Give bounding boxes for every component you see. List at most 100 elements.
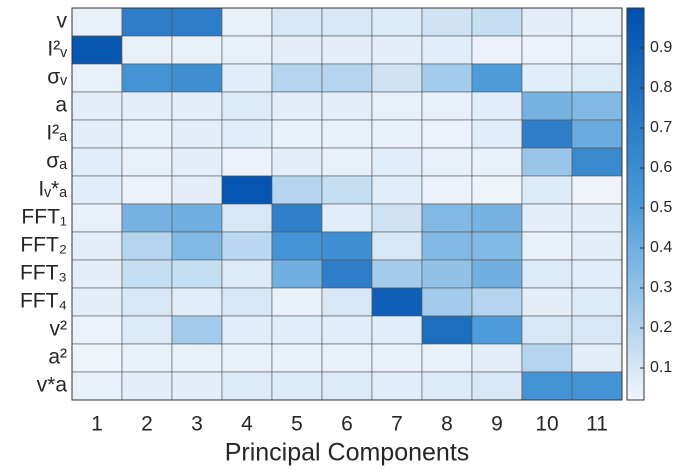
colorbar-segment [627, 141, 644, 146]
colorbar-segment [627, 392, 644, 397]
heatmap-cell [121, 119, 173, 149]
heatmap-cell [71, 315, 123, 345]
heatmap-cell [121, 259, 173, 289]
colorbar-segment [627, 215, 644, 221]
heatmap-cell [71, 91, 123, 121]
y-tick-label: a² [48, 346, 67, 369]
heatmap-cell [421, 35, 473, 65]
colorbar-segment [627, 270, 644, 276]
colorbar-segment [627, 380, 644, 385]
colorbar-segment [627, 156, 644, 162]
heatmap-cell [271, 343, 323, 373]
heatmap-cell [71, 63, 123, 93]
heatmap-cell [71, 147, 123, 177]
heatmap-cell [221, 203, 273, 233]
heatmap-cell [221, 343, 273, 373]
heatmap-cell [121, 287, 173, 317]
colorbar-segment [627, 325, 644, 330]
heatmap-cell [321, 175, 373, 205]
heatmap-cell [321, 119, 373, 149]
colorbar-segment [627, 19, 644, 25]
colorbar-segment [627, 231, 644, 236]
colorbar-segment [627, 317, 644, 323]
heatmap-cell [521, 175, 573, 205]
x-tick-label: 9 [491, 413, 503, 436]
heatmap-cell [471, 7, 523, 37]
y-tick-label: v² [50, 318, 68, 341]
heatmap-cell [321, 371, 373, 401]
heatmap-cell [171, 35, 223, 65]
heatmap-cell [121, 203, 173, 233]
colorbar-segment [627, 153, 644, 158]
heatmap-cell [71, 371, 123, 401]
heatmap-cell [571, 63, 623, 93]
heatmap-cell [471, 315, 523, 345]
heatmap-cell [371, 91, 423, 121]
y-tick-label: v [57, 10, 68, 33]
heatmap-cell [371, 119, 423, 149]
heatmap-cell [71, 259, 123, 289]
colorbar-segment [627, 243, 644, 248]
colorbar-segment [627, 51, 644, 56]
heatmap-cell [571, 175, 623, 205]
heatmap-cell [171, 175, 223, 205]
heatmap-cell [521, 231, 573, 261]
plot-frame [71, 7, 623, 401]
colorbar-segment [627, 274, 644, 279]
colorbar-segment [627, 364, 644, 370]
heatmap-cell [571, 91, 623, 121]
colorbar-segment [627, 27, 644, 33]
colorbar-segment [627, 396, 644, 401]
heatmap-cell [421, 7, 473, 37]
colorbar-segment [627, 254, 644, 260]
colorbar-segment [627, 94, 644, 99]
heatmap-cell [321, 231, 373, 261]
heatmap-cell [271, 119, 323, 149]
heatmap-cell [521, 259, 573, 289]
heatmap-cell [471, 203, 523, 233]
heatmap-cell [521, 63, 573, 93]
colorbar-tick-label: 0.4 [650, 239, 672, 256]
heatmap-cell [171, 147, 223, 177]
heatmap-cell [271, 231, 323, 261]
heatmap-cell [271, 315, 323, 345]
x-tick-label: 3 [191, 413, 203, 436]
heatmap-cell [271, 371, 323, 401]
heatmap-cell [421, 119, 473, 149]
heatmap-cell [171, 203, 223, 233]
colorbar-segment [627, 278, 644, 283]
colorbar-segment [627, 305, 644, 311]
colorbar-segment [627, 247, 644, 252]
heatmap-cell [321, 7, 373, 37]
heatmap-cell [371, 371, 423, 401]
colorbar-segment [627, 286, 644, 291]
heatmap-cell [121, 315, 173, 345]
colorbar-segment [627, 55, 644, 60]
y-tick-label: FFT₃ [20, 262, 67, 285]
colorbar-segment [627, 329, 644, 334]
colorbar-segment [627, 137, 644, 142]
colorbar-segment [627, 309, 644, 315]
heatmap-cell [271, 63, 323, 93]
x-tick-label: 5 [291, 413, 303, 436]
colorbar-segment [627, 176, 644, 181]
heatmap-cell [221, 63, 273, 93]
heatmap-cell [421, 315, 473, 345]
heatmap-cell [521, 35, 573, 65]
heatmap-cell [221, 231, 273, 261]
colorbar-segment [627, 78, 644, 83]
heatmap-cell [271, 35, 323, 65]
colorbar-segment [627, 15, 644, 21]
colorbar-segment [627, 188, 644, 193]
colorbar-segment [627, 31, 644, 36]
y-tick-label: I²ᵥ [47, 38, 67, 61]
y-tick-label: FFT₄ [20, 290, 67, 313]
colorbar-segment [627, 23, 644, 29]
heatmap-cell [271, 203, 323, 233]
heatmap-cell [171, 119, 223, 149]
colorbar-segment [627, 47, 644, 52]
heatmap-cell [471, 343, 523, 373]
heatmap-cell [421, 343, 473, 373]
x-tick-label: 11 [586, 413, 608, 436]
colorbar-segment [627, 282, 644, 287]
